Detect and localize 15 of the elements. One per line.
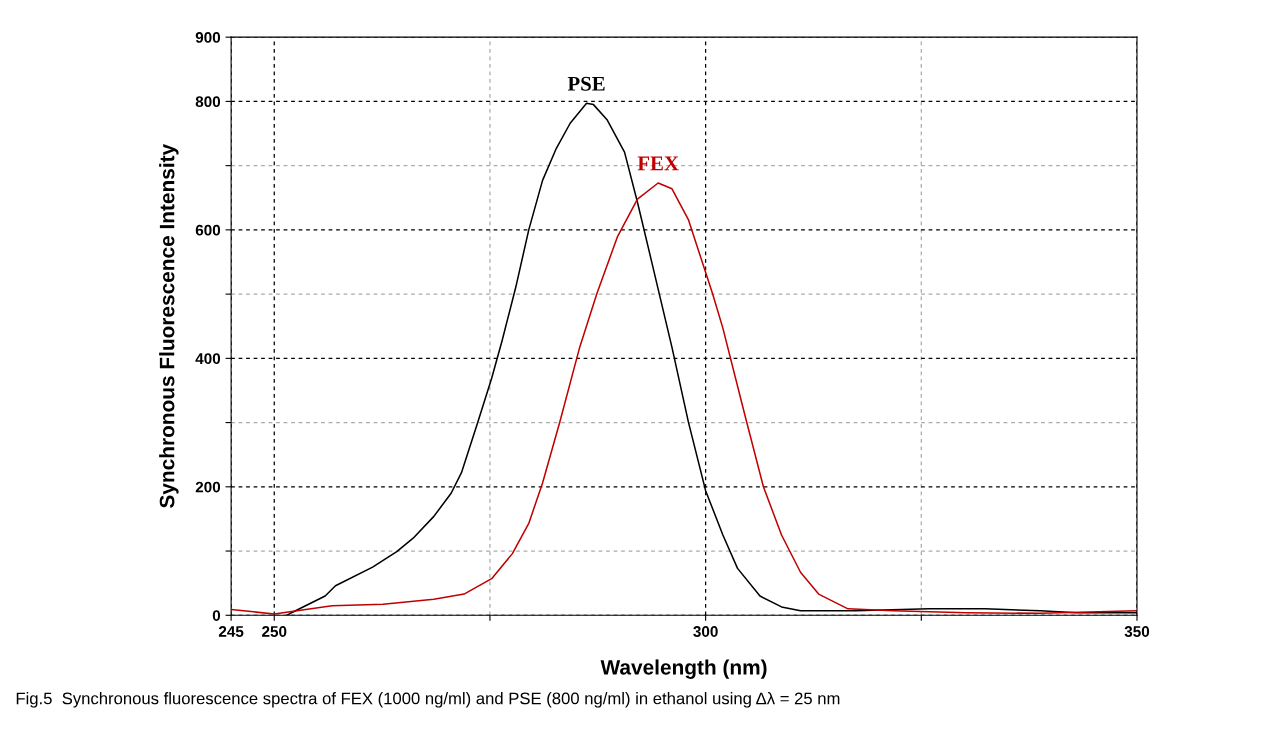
caption: Fig.5 Synchronous fluorescence spectra of FEX (1000 ng/ml) and PSE (800 ng/ml) in ethanol using Δλ = 25 nm — [16, 692, 840, 708]
x-tick-label: 300 — [693, 626, 718, 637]
x-tick-label: 245 — [218, 626, 244, 637]
x-tick-label: 350 — [1124, 626, 1150, 637]
y-tick-label: 400 — [195, 353, 221, 365]
y-tick-label: 900 — [195, 32, 221, 43]
x-tick-label: 250 — [262, 626, 287, 637]
y-tick-label: 600 — [195, 224, 221, 236]
series-label: PSE — [567, 76, 605, 91]
y-axis-title: Synchronous Fluorescence Intensity — [159, 143, 179, 508]
y-tick-label: 200 — [195, 481, 221, 493]
series-label: FEX — [637, 156, 679, 171]
y-tick-label: 0 — [212, 610, 221, 621]
x-axis-title: Wavelength (nm) — [600, 659, 767, 679]
y-tick-label: 800 — [195, 96, 221, 108]
